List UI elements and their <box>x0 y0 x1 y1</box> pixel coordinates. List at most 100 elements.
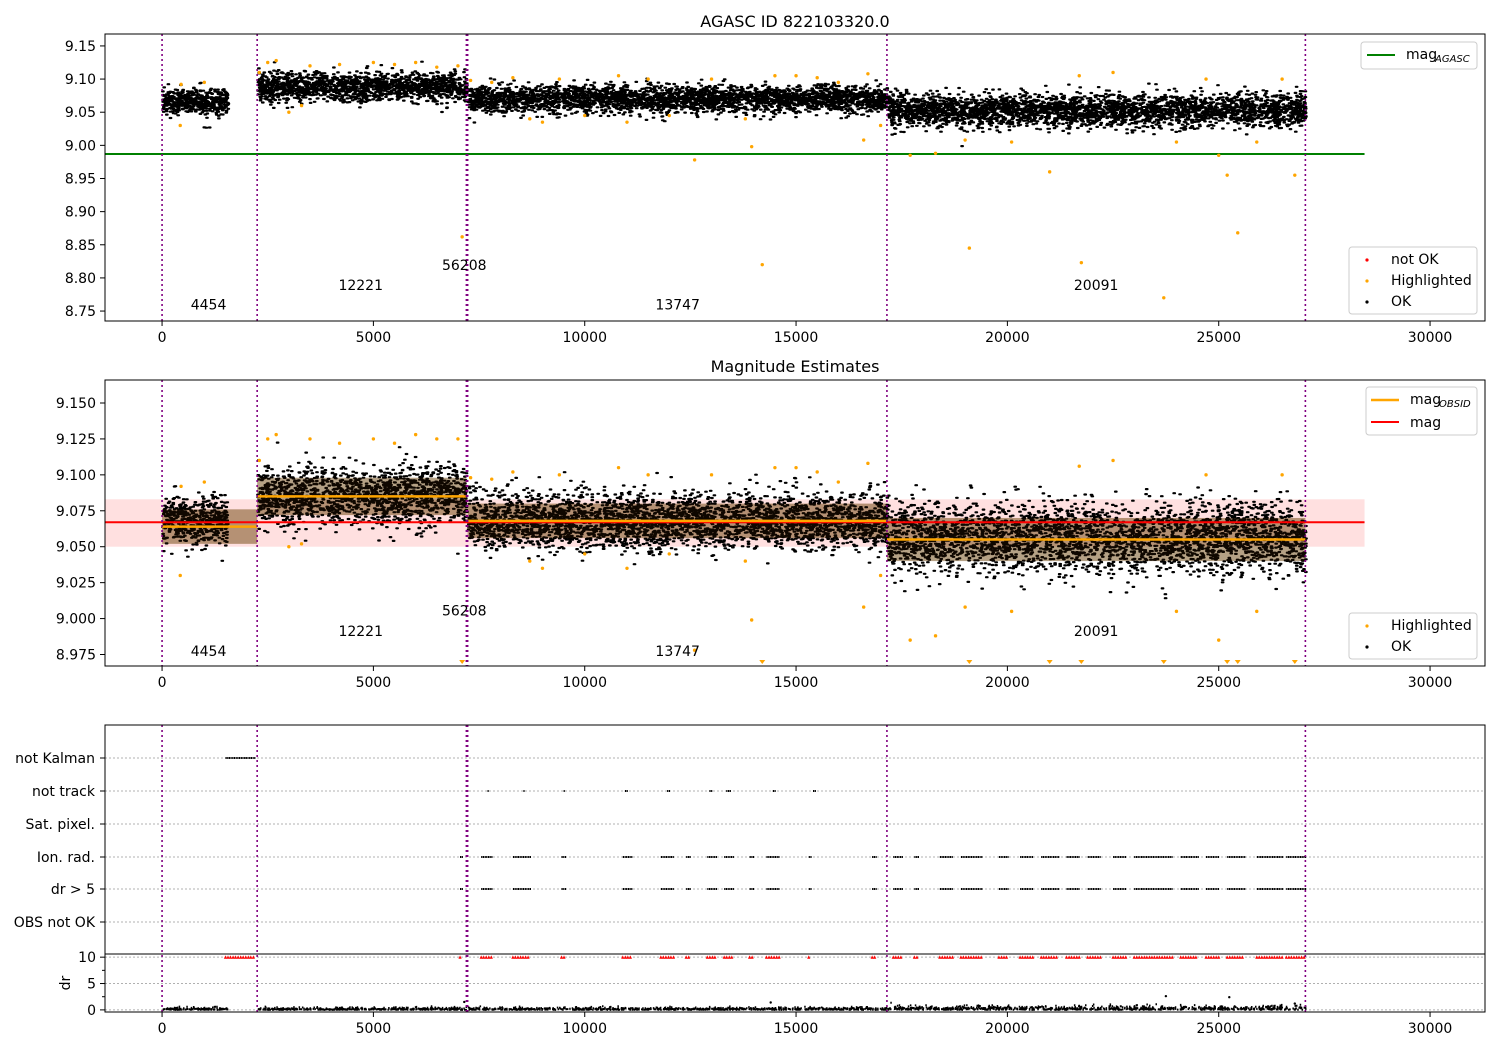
agasc-highlighted-point <box>266 60 270 65</box>
dr-clipped-marker <box>1297 955 1301 959</box>
dr-outlier-point <box>463 1000 466 1004</box>
agasc-highlighted-point <box>1217 153 1221 157</box>
dr-ylabel: dr <box>58 975 74 990</box>
dr-clipped-marker <box>959 955 963 959</box>
flags-xtick-label: 20000 <box>985 1021 1030 1037</box>
dr-clipped-marker <box>1124 955 1128 959</box>
dr-clipped-marker <box>666 955 671 959</box>
dr-clipped-marker <box>870 955 874 959</box>
dr-clipped-marker <box>899 955 903 959</box>
dr-clipped-marker <box>1212 955 1216 959</box>
dr-clipped-marker <box>1093 955 1097 959</box>
agasc-obsid-label: 56208 <box>442 258 487 274</box>
dr-clipped-marker <box>226 955 230 959</box>
dr-clipped-marker <box>246 955 250 959</box>
dr-clipped-marker <box>1002 955 1006 959</box>
magnitude-highlighted-point <box>456 437 460 441</box>
dr-clipped-marker <box>1277 955 1282 959</box>
dr-clipped-marker <box>518 955 523 959</box>
agasc-highlighted-point <box>861 138 866 142</box>
magnitude-obsid-label: 56208 <box>442 604 487 620</box>
magnitude-legend-highlighted-swatch <box>1365 624 1369 628</box>
magnitude-obsid-label: 20091 <box>1074 624 1119 640</box>
flags-xtick-label: 25000 <box>1196 1021 1241 1037</box>
dr-clipped-marker <box>1121 955 1125 959</box>
dr-clipped-marker <box>938 955 942 959</box>
dr-clipped-marker <box>1054 955 1059 959</box>
flags-panel: not Kalman not track Sat. pixel. Ion. rad. d… <box>14 724 1486 1037</box>
agasc-obsid-label: 20091 <box>1074 278 1119 294</box>
dr-clipped-marker <box>1233 955 1237 959</box>
agasc-highlighted-point <box>1047 170 1052 174</box>
dr-clipped-marker <box>999 955 1004 959</box>
dr-clipped-marker <box>894 955 898 959</box>
dr-clipped-marker <box>1272 955 1277 959</box>
dr-points <box>162 1001 1307 1011</box>
agasc-ytick-label: 8.95 <box>65 171 96 187</box>
dr-clipped-marker <box>1098 955 1102 959</box>
agasc-highlighted-point <box>646 77 650 81</box>
dr-clipped-marker <box>915 955 919 959</box>
agasc-highlighted-point <box>371 60 376 65</box>
dr-clipped-marker <box>236 955 240 959</box>
dr-clipped-marker <box>562 955 566 959</box>
dr-clipped-marker <box>896 955 900 959</box>
dr-clipped-marker <box>1160 955 1164 959</box>
dr-clipped-marker <box>713 955 717 959</box>
dr-clipped-marker <box>1165 955 1169 959</box>
magnitude-highlighted-point <box>1255 609 1259 614</box>
dr-clipped-marker <box>1225 955 1229 959</box>
agasc-highlighted-point <box>760 262 764 267</box>
dr-clipped-marker <box>523 955 528 959</box>
dr-clipped-marker <box>1240 955 1244 959</box>
magnitude-highlighted-point <box>337 441 342 445</box>
agasc-plot-area: 4454 12221 56208 13747 20091 <box>105 34 1365 321</box>
dr-outlier-point <box>1293 1002 1297 1005</box>
agasc-highlighted-point <box>557 77 562 81</box>
dr-clipped-marker <box>1091 955 1095 959</box>
agasc-highlighted-point <box>794 74 798 78</box>
agasc-highlighted-point <box>468 78 473 83</box>
dr-clipped-marker <box>1052 955 1056 959</box>
magnitude-highlighted-point <box>371 437 376 441</box>
magnitude-highlighted-point <box>908 638 912 642</box>
agasc-legend-ok-swatch <box>1365 300 1369 304</box>
agasc-highlighted-point <box>866 72 870 76</box>
agasc-panel-title: AGASC ID 822103320.0 <box>700 12 889 31</box>
dr-clipped-marker <box>1088 955 1092 959</box>
magnitude-xtick-label: 0 <box>158 675 167 691</box>
dr-clipped-marker <box>1049 955 1053 959</box>
dr-clipped-marker <box>228 955 233 959</box>
dr-clipped-marker <box>511 955 515 959</box>
agasc-ytick-label: 9.10 <box>65 72 96 88</box>
dr-clipped-marker <box>969 955 973 959</box>
agasc-legend-notok-label: not OK <box>1391 252 1439 268</box>
magnitude-plot-area: 4454 12221 56208 13747 20091 <box>105 380 1365 666</box>
dr-clipped-marker <box>664 955 668 959</box>
agasc-xtick-label: 0 <box>158 330 167 346</box>
magnitude-highlighted-point <box>557 473 562 477</box>
dr-clipped-marker <box>1163 955 1167 959</box>
magnitude-highlighted-point <box>692 648 697 652</box>
magnitude-below-range-marker <box>1078 660 1085 664</box>
dr-clipped-marker <box>661 955 665 959</box>
flags-row-label: not Kalman <box>15 751 95 767</box>
agasc-obsid-label: 4454 <box>191 298 227 314</box>
agasc-highlighted-point <box>616 74 621 78</box>
magnitude-highlighted-point <box>468 476 473 480</box>
dr-clipped-marker <box>223 955 228 959</box>
dr-ytick-label: 5 <box>87 977 96 993</box>
magnitude-highlighted-point <box>1009 609 1014 614</box>
agasc-ytick-label: 8.90 <box>65 205 96 221</box>
magnitude-highlighted-point <box>861 605 866 609</box>
agasc-obsid-label: 12221 <box>338 278 383 294</box>
dr-clipped-marker <box>1018 955 1022 959</box>
agasc-legend-bottom: not OK Highlighted OK <box>1348 246 1478 315</box>
magnitude-highlighted-point <box>773 465 777 470</box>
dr-clipped-marker <box>710 955 714 959</box>
dr-ytick-label: 10 <box>78 950 96 966</box>
agasc-highlighted-point <box>815 76 819 80</box>
agasc-highlighted-point <box>836 80 841 85</box>
magnitude-xtick-label: 20000 <box>985 675 1030 691</box>
